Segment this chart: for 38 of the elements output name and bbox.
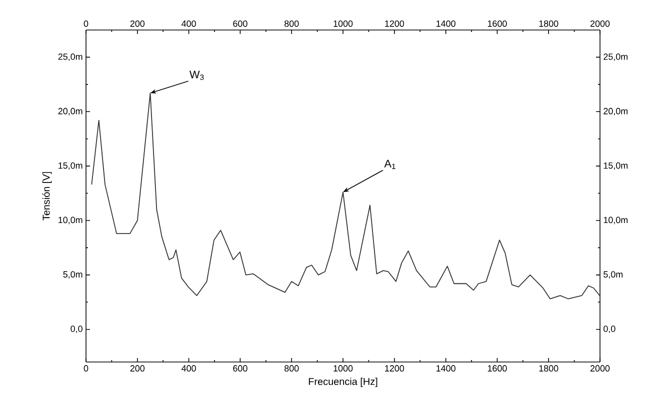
y-tick-label: 0,0 bbox=[70, 326, 82, 334]
x-tick-label: 1000 bbox=[334, 20, 353, 27]
x-tick-label: 1200 bbox=[385, 20, 404, 27]
x-axis-title: Frecuencia [Hz] bbox=[308, 378, 378, 387]
y-axis-title: Tensión [V] bbox=[42, 172, 52, 220]
x2-tick-label: 1000 bbox=[334, 365, 353, 372]
y2-tick-label: 25,0m bbox=[604, 54, 628, 61]
y-tick-label: 10,0m bbox=[58, 216, 82, 224]
x-tick-label: 600 bbox=[233, 20, 248, 27]
x-tick-label: 200 bbox=[130, 20, 145, 27]
y2-tick-label: 20,0m bbox=[604, 108, 628, 116]
y2-tick-label: 15,0m bbox=[604, 162, 628, 170]
x2-tick-label: 600 bbox=[233, 365, 248, 372]
x2-tick-label: 2000 bbox=[590, 365, 610, 372]
x2-tick-label: 1600 bbox=[488, 365, 507, 372]
x2-tick-label: 1400 bbox=[436, 365, 456, 372]
x2-tick-label: 1200 bbox=[385, 365, 404, 372]
y-tick-label: 5,0m bbox=[63, 271, 82, 279]
x-tick-label: 0 bbox=[84, 20, 88, 27]
x2-tick-label: 1800 bbox=[539, 365, 558, 372]
x2-tick-label: 400 bbox=[182, 365, 196, 372]
y-tick-label: 20,0m bbox=[58, 108, 82, 116]
y2-tick-label: 10,0m bbox=[604, 216, 628, 224]
y2-tick-label: 5,0m bbox=[604, 271, 623, 279]
annotation: W$_{3}$ bbox=[189, 70, 204, 80]
annotation: A$_{1}$ bbox=[384, 160, 396, 169]
x-tick-label: 1800 bbox=[539, 20, 558, 27]
y-tick-label: 25,0m bbox=[58, 54, 82, 61]
y-tick-label: 15,0m bbox=[58, 162, 82, 170]
x-tick-label: 1400 bbox=[436, 20, 456, 27]
x-tick-label: 400 bbox=[182, 20, 196, 27]
x2-tick-label: 200 bbox=[130, 365, 145, 372]
x-tick-label: 1600 bbox=[488, 20, 507, 27]
x-tick-label: 2000 bbox=[590, 20, 610, 27]
x-tick-label: 800 bbox=[284, 20, 299, 27]
y2-tick-label: 0,0 bbox=[604, 326, 616, 334]
x2-tick-label: 0 bbox=[84, 365, 88, 372]
x2-tick-label: 800 bbox=[284, 365, 299, 372]
